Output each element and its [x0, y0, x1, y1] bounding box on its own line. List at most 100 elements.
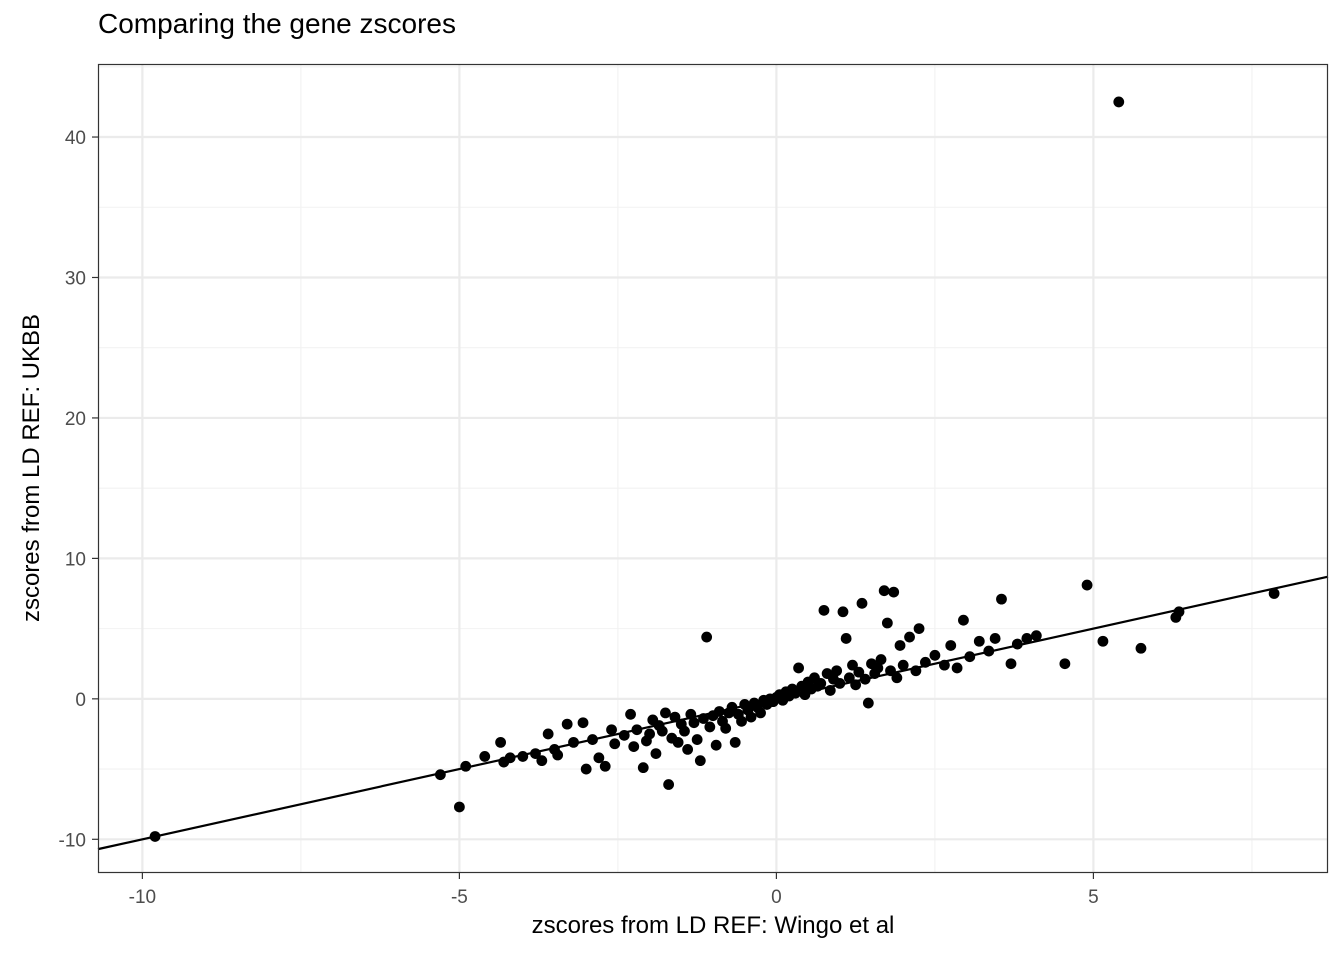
data-point [897, 659, 909, 671]
data-point [561, 718, 573, 730]
data-point [679, 725, 690, 737]
data-point [726, 701, 738, 713]
data-point [609, 738, 621, 750]
data-point [736, 715, 747, 727]
points-layer [149, 96, 1280, 842]
data-point [599, 760, 611, 772]
data-point [691, 734, 703, 745]
data-point [945, 640, 957, 651]
data-point [536, 755, 548, 767]
data-point [672, 736, 684, 748]
data-point [875, 654, 887, 665]
data-point [704, 721, 716, 733]
data-point [843, 672, 855, 684]
data-point [149, 831, 161, 842]
data-point [951, 662, 963, 674]
data-point [847, 659, 858, 671]
y-tick-label: 0 [75, 690, 86, 711]
data-point [552, 749, 564, 761]
data-point [568, 736, 579, 748]
x-axis-label: zscores from LD REF: Wingo et al [531, 912, 895, 939]
data-point [660, 707, 671, 719]
data-point [618, 729, 630, 741]
data-point [745, 711, 757, 723]
data-point [1173, 606, 1185, 618]
data-point [434, 769, 446, 781]
data-point [1097, 635, 1109, 647]
data-point [628, 741, 640, 752]
data-point [593, 752, 605, 764]
data-point [713, 706, 725, 717]
data-point [919, 656, 931, 668]
data-point [698, 713, 709, 724]
data-point [793, 662, 804, 674]
data-point [983, 645, 995, 657]
data-point [685, 708, 697, 720]
data-point [587, 734, 598, 745]
major-gridlines [98, 64, 1328, 873]
data-point [669, 711, 681, 723]
data-point [495, 736, 507, 748]
data-point [694, 755, 706, 767]
y-tick-label: 10 [65, 549, 86, 570]
data-point [1011, 638, 1023, 650]
data-point [958, 614, 969, 626]
data-point [850, 679, 862, 691]
data-point [542, 728, 554, 740]
data-point [824, 685, 836, 696]
data-point [479, 751, 491, 762]
data-point [904, 631, 915, 643]
data-point [929, 649, 941, 661]
x-tick-label: -10 [129, 887, 156, 908]
chart-title: Comparing the gene zscores [98, 8, 456, 39]
y-tick-label: 20 [65, 409, 86, 430]
data-point [580, 763, 592, 775]
data-point [1268, 588, 1280, 599]
data-point [625, 708, 636, 720]
data-point [840, 633, 852, 644]
data-point [663, 779, 675, 790]
data-point [790, 687, 801, 699]
data-point [606, 724, 617, 736]
data-point [650, 748, 662, 760]
data-point [504, 752, 516, 764]
data-point [881, 617, 893, 629]
data-point [856, 597, 868, 609]
y-tick-label: 30 [65, 268, 86, 289]
data-point [888, 586, 900, 598]
data-point [720, 722, 732, 734]
data-point [1005, 658, 1017, 670]
data-point [1113, 96, 1125, 108]
data-point [1059, 658, 1071, 670]
data-point [815, 677, 827, 689]
data-point [910, 665, 922, 677]
axis-ticks: -10 -5 0 5 -10 0 10 20 30 40 [59, 128, 1099, 908]
data-point [872, 662, 884, 674]
data-point [517, 751, 529, 762]
data-point [631, 724, 643, 736]
data-point [755, 707, 766, 719]
data-point [530, 748, 541, 760]
data-point [818, 604, 830, 616]
data-point [1135, 642, 1147, 654]
minor-gridlines [98, 64, 1328, 873]
data-point [682, 744, 694, 755]
data-point [862, 697, 874, 709]
data-point [894, 640, 906, 651]
data-point [891, 672, 903, 684]
data-point [644, 728, 655, 740]
data-point [710, 739, 722, 751]
data-point [656, 725, 668, 737]
data-point [878, 585, 890, 597]
y-tick-label: 40 [65, 128, 86, 149]
data-point [637, 762, 649, 774]
data-point [1021, 633, 1033, 644]
data-point [1030, 630, 1042, 642]
data-point [964, 651, 976, 663]
data-point [996, 593, 1007, 605]
data-point [939, 659, 950, 671]
data-point [885, 665, 896, 677]
data-point [853, 666, 865, 678]
panel-border [97, 63, 1329, 874]
data-point [460, 760, 472, 772]
